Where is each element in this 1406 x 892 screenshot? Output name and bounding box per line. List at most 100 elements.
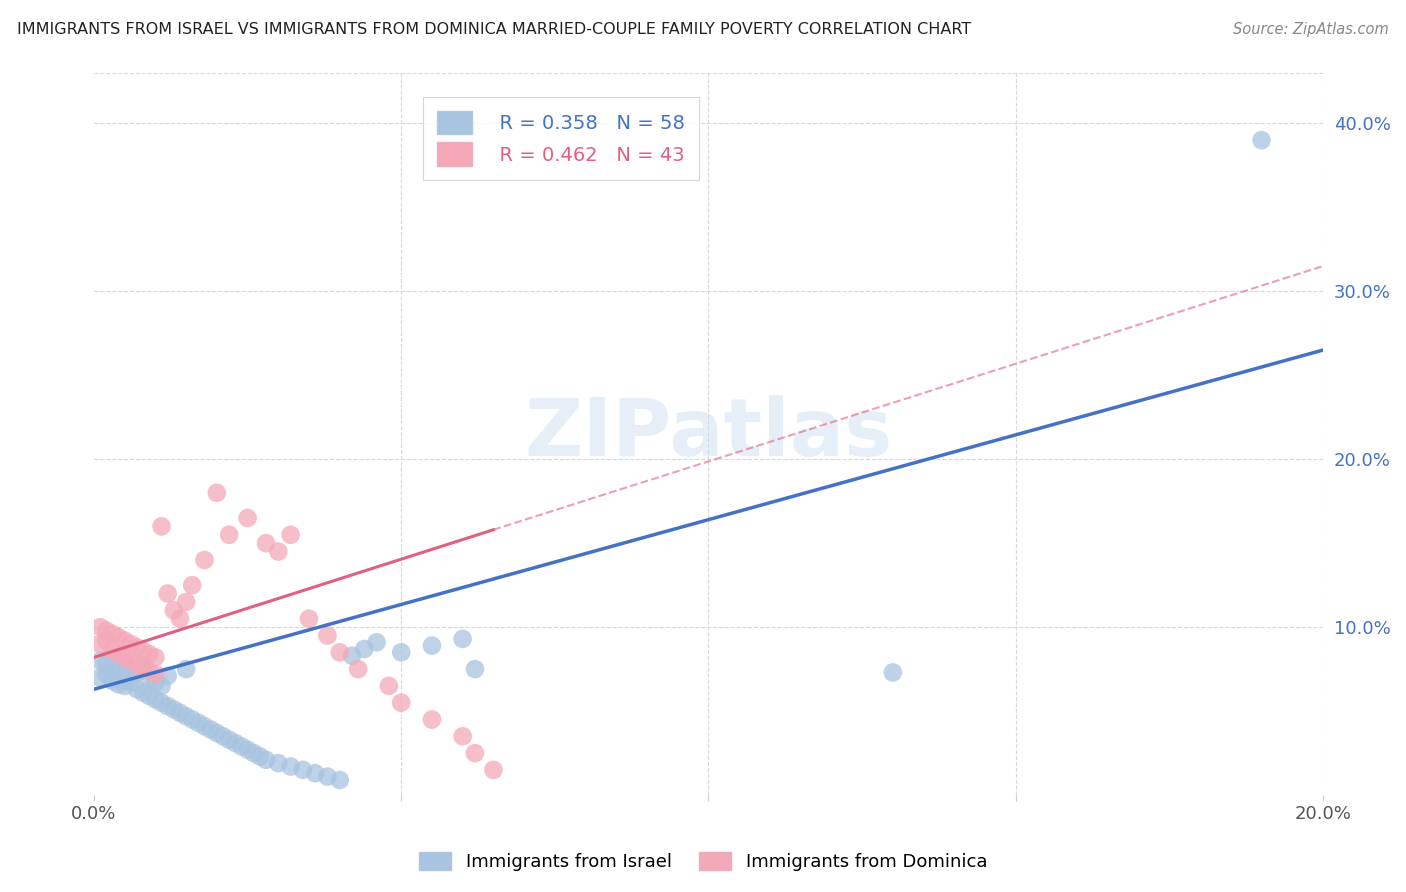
Point — [169, 612, 191, 626]
Point — [482, 763, 505, 777]
Point — [329, 645, 352, 659]
Text: Source: ZipAtlas.com: Source: ZipAtlas.com — [1233, 22, 1389, 37]
Point — [107, 630, 129, 644]
Point — [120, 654, 142, 668]
Point — [138, 672, 160, 686]
Point — [254, 536, 277, 550]
Legend:   R = 0.358   N = 58,   R = 0.462   N = 43: R = 0.358 N = 58, R = 0.462 N = 43 — [423, 97, 699, 179]
Point — [132, 643, 155, 657]
Point — [340, 648, 363, 663]
Point — [114, 656, 136, 670]
Point — [120, 662, 142, 676]
Point — [114, 679, 136, 693]
Point — [156, 586, 179, 600]
Point — [882, 665, 904, 680]
Point — [150, 519, 173, 533]
Point — [347, 662, 370, 676]
Point — [181, 713, 204, 727]
Point — [132, 660, 155, 674]
Point — [174, 709, 197, 723]
Point — [101, 673, 124, 688]
Text: ZIPatlas: ZIPatlas — [524, 395, 893, 473]
Point — [316, 770, 339, 784]
Point — [378, 679, 401, 693]
Point — [145, 675, 167, 690]
Point — [205, 485, 228, 500]
Point — [89, 637, 111, 651]
Point — [120, 637, 142, 651]
Point — [291, 763, 314, 777]
Point — [353, 642, 375, 657]
Point — [193, 553, 215, 567]
Point — [451, 729, 474, 743]
Point — [132, 658, 155, 673]
Point — [1250, 133, 1272, 147]
Point — [156, 699, 179, 714]
Point — [138, 647, 160, 661]
Point — [125, 682, 148, 697]
Point — [89, 620, 111, 634]
Point — [280, 528, 302, 542]
Point — [114, 669, 136, 683]
Point — [249, 749, 271, 764]
Point — [174, 662, 197, 676]
Point — [125, 657, 148, 671]
Point — [236, 511, 259, 525]
Point — [231, 739, 253, 754]
Point — [107, 660, 129, 674]
Point — [125, 640, 148, 655]
Point — [101, 664, 124, 678]
Point — [145, 650, 167, 665]
Point — [163, 702, 186, 716]
Point — [464, 746, 486, 760]
Point — [420, 713, 443, 727]
Point — [389, 645, 412, 659]
Point — [138, 664, 160, 678]
Point — [163, 603, 186, 617]
Point — [174, 595, 197, 609]
Point — [101, 643, 124, 657]
Point — [114, 650, 136, 665]
Point — [298, 612, 321, 626]
Point — [212, 729, 235, 743]
Point — [150, 696, 173, 710]
Point — [145, 667, 167, 681]
Point — [366, 635, 388, 649]
Point — [451, 632, 474, 646]
Point — [107, 677, 129, 691]
Point — [169, 706, 191, 720]
Point — [156, 669, 179, 683]
Text: IMMIGRANTS FROM ISRAEL VS IMMIGRANTS FROM DOMINICA MARRIED-COUPLE FAMILY POVERTY: IMMIGRANTS FROM ISRAEL VS IMMIGRANTS FRO… — [17, 22, 972, 37]
Point — [181, 578, 204, 592]
Point — [120, 675, 142, 690]
Point — [89, 654, 111, 668]
Point — [132, 685, 155, 699]
Point — [267, 544, 290, 558]
Point — [280, 759, 302, 773]
Point — [138, 689, 160, 703]
Point — [150, 679, 173, 693]
Point — [464, 662, 486, 676]
Point — [107, 647, 129, 661]
Point — [145, 692, 167, 706]
Point — [218, 528, 240, 542]
Point — [205, 726, 228, 740]
Point — [96, 633, 118, 648]
Point — [96, 667, 118, 681]
Point — [389, 696, 412, 710]
Point — [200, 723, 222, 737]
Point — [254, 753, 277, 767]
Point — [242, 746, 264, 760]
Point — [89, 671, 111, 685]
Legend: Immigrants from Israel, Immigrants from Dominica: Immigrants from Israel, Immigrants from … — [412, 845, 994, 879]
Point — [187, 715, 209, 730]
Point — [236, 742, 259, 756]
Point — [224, 736, 246, 750]
Point — [96, 657, 118, 671]
Point — [329, 772, 352, 787]
Point — [96, 624, 118, 638]
Point — [114, 633, 136, 648]
Point — [316, 628, 339, 642]
Point — [304, 766, 326, 780]
Point — [125, 665, 148, 680]
